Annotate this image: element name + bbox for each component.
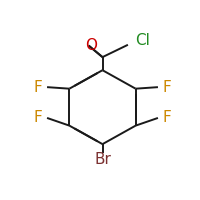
Text: O: O xyxy=(85,38,97,53)
Text: F: F xyxy=(34,110,42,125)
Text: F: F xyxy=(163,110,171,125)
Text: Cl: Cl xyxy=(136,33,150,48)
Text: Br: Br xyxy=(94,152,111,167)
Text: F: F xyxy=(163,80,171,95)
Text: F: F xyxy=(34,80,42,95)
